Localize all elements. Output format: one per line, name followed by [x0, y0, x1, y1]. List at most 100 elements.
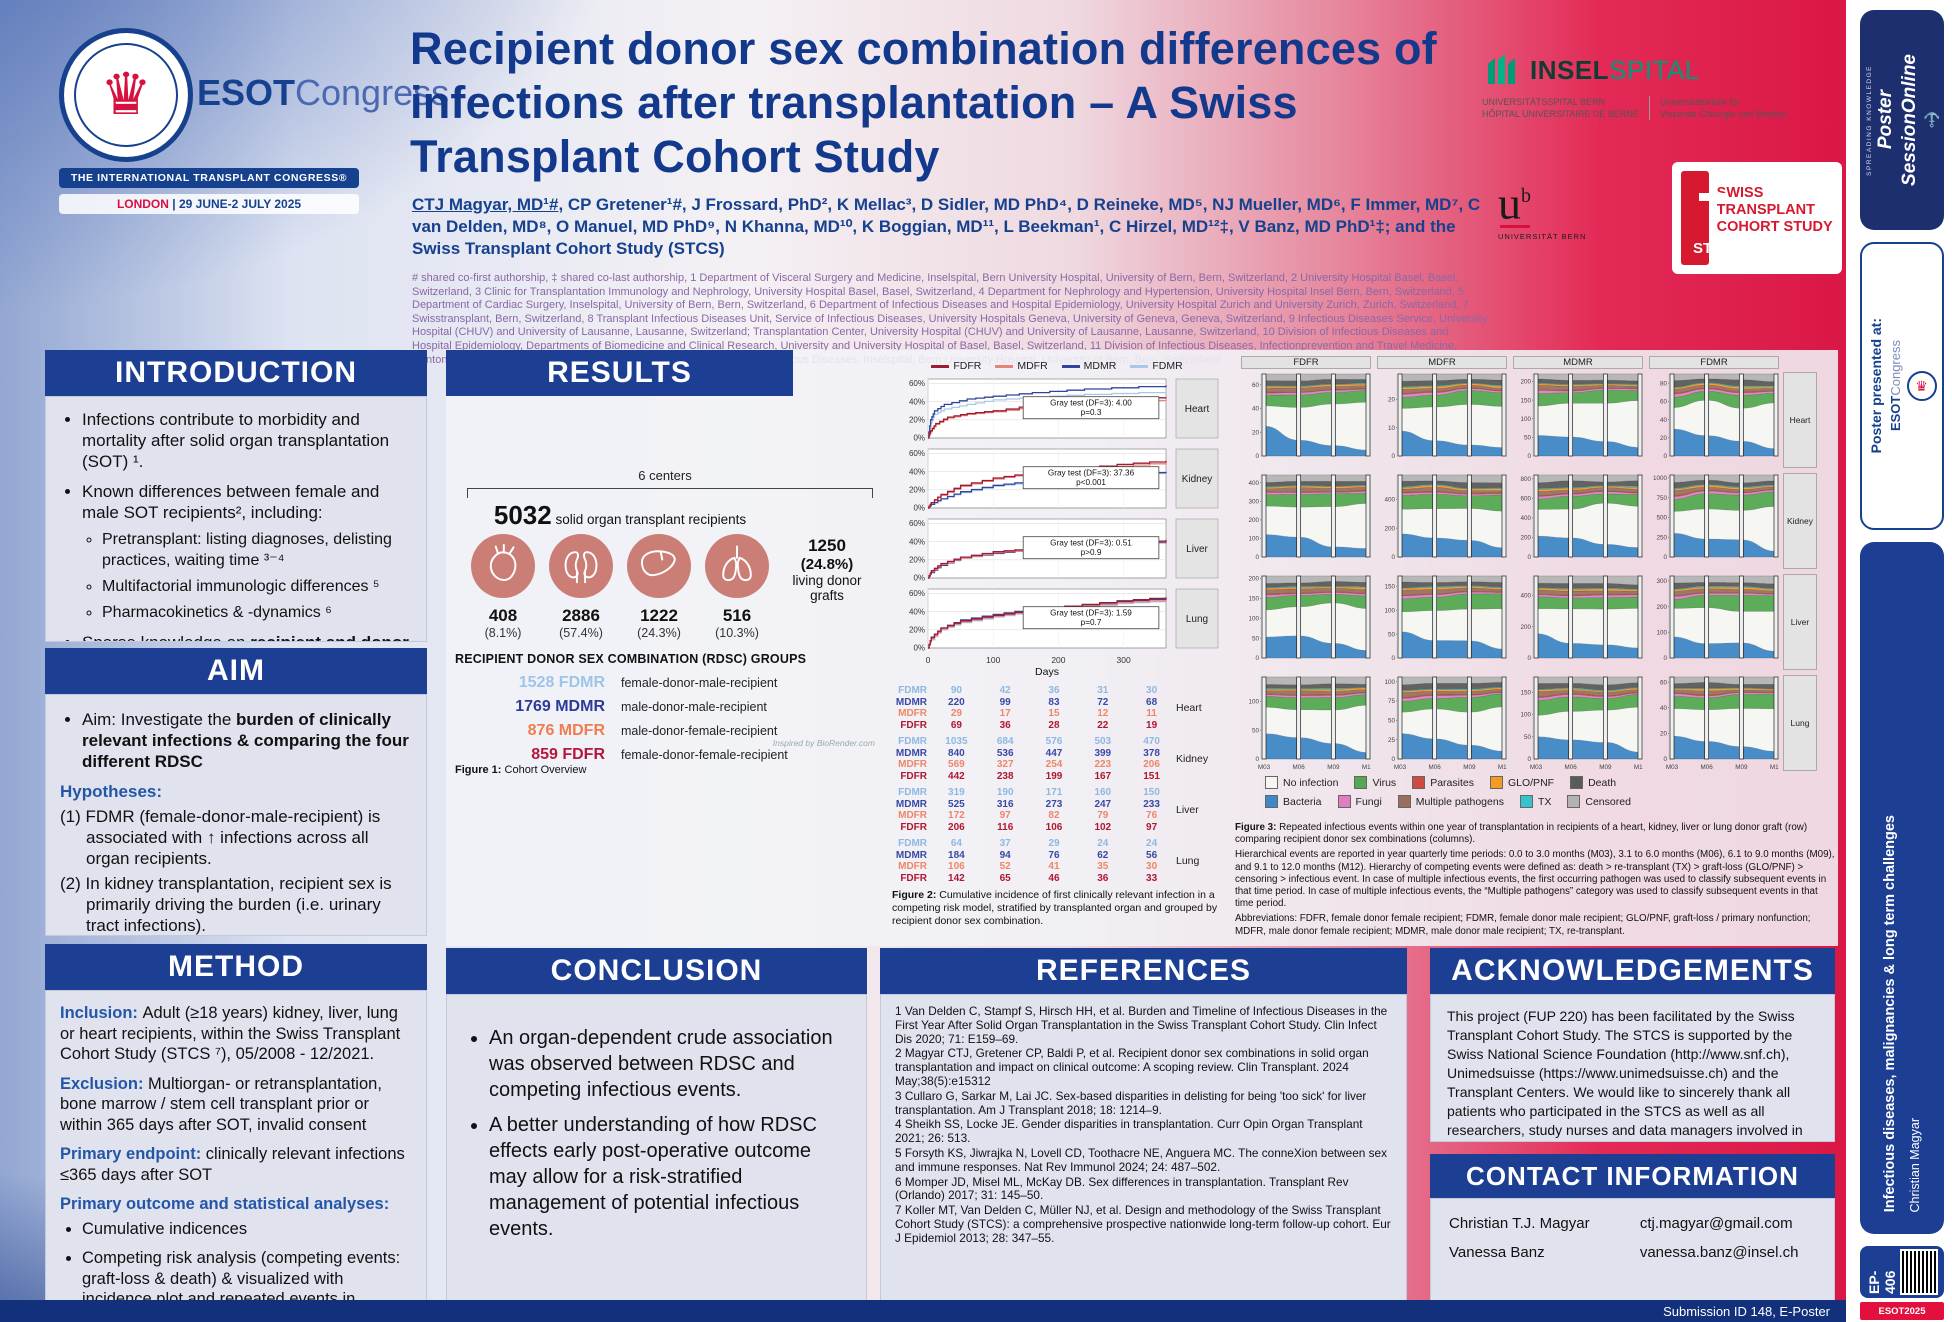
poster-presented-at-badge: Poster presented at: ESOTCongress ♛ — [1860, 242, 1944, 530]
svg-text:750: 750 — [1656, 495, 1667, 502]
svg-text:0: 0 — [1391, 453, 1395, 460]
svg-text:500: 500 — [1656, 515, 1667, 522]
centers-bracket — [467, 488, 873, 498]
svg-text:0%: 0% — [913, 504, 925, 513]
fig3-panel-liver-FDFR: 50 100 150 200 0 — [1248, 576, 1371, 662]
centers-label: 6 centers — [638, 468, 692, 483]
right-sidebar: SPREADING KNOWLEDGE Poster SessionOnline… — [1846, 0, 1952, 1322]
svg-text:0: 0 — [1391, 554, 1395, 561]
submission-id: Submission ID 148, E-Poster — [1663, 1303, 1830, 1319]
liver-count: 1222 (24.3%) — [637, 606, 681, 640]
legend-item-FDFR: FDFR — [931, 360, 981, 372]
fig3-legend-parasites: Parasites — [1412, 776, 1474, 789]
introduction-header: INTRODUCTION — [45, 350, 427, 396]
analysis-bullet: Competing risk analysis (competing event… — [82, 1248, 412, 1301]
contact-row: Christian T.J. Magyar ctj.magyar@gmail.co… — [1449, 1215, 1816, 1232]
fig2-panel-lung: 0% 20% 40% 60% Gray test (DF=3): 1.59p=0.7 Lu… — [909, 588, 1219, 653]
conclusion-bullet: A better understanding of how RDSC effec… — [489, 1112, 846, 1242]
barcode — [1900, 1249, 1938, 1295]
fig3-panel-heart-MDFR: 10 20 0 — [1388, 373, 1507, 460]
fig2-line-FDFR — [928, 597, 1167, 649]
swiss-cross-icon: STCS — [1681, 171, 1733, 265]
fig3-legend-fungi: Fungi — [1337, 795, 1382, 808]
references-body: 1 Van Delden C, Stampf S, Hirsch HH, et … — [880, 994, 1407, 1302]
svg-text:p=0.3: p=0.3 — [1081, 408, 1102, 417]
figure2-legend: FDFR MDFR MDMR FDMR — [892, 358, 1222, 374]
session-track: Infectious diseases, malignancies & long… — [1882, 814, 1898, 1212]
stcs-abbr: STCS — [1692, 240, 1733, 257]
method-items: Inclusion: Adult (≥18 years) kidney, liv… — [60, 1003, 412, 1185]
svg-text:p>0.9: p>0.9 — [1081, 548, 1102, 557]
svg-text:200: 200 — [1520, 379, 1531, 386]
svg-text:20: 20 — [1660, 731, 1668, 738]
method-header: METHOD — [45, 944, 427, 990]
esot-congress-location: LONDON | 29 JUNE-2 JULY 2025 — [59, 194, 359, 214]
svg-text:40%: 40% — [909, 467, 925, 476]
fig2-x-axis: 0 100 200 300 Days — [926, 655, 1131, 678]
fig3-row-label-kidney: Kidney — [1783, 473, 1817, 569]
fig3-legend-virus: Virus — [1354, 776, 1396, 789]
introduction-body: Infections contribute to morbidity and m… — [45, 396, 427, 642]
svg-text:0: 0 — [1663, 655, 1667, 662]
reference-item: 3 Cullaro G, Sarkar M, Lai JC. Sex-based… — [895, 1088, 1367, 1117]
figure2-caption: Figure 2: Cumulative incidence of first … — [892, 889, 1218, 927]
svg-text:0: 0 — [1255, 554, 1259, 561]
fig3-panel-kidney-MDMR: 200 400 600 800 0 — [1520, 474, 1643, 561]
svg-text:M09: M09 — [1463, 764, 1476, 771]
reference-item: 1 Van Delden C, Stampf S, Hirsch HH, et … — [895, 1004, 1388, 1046]
svg-text:100: 100 — [1384, 679, 1395, 686]
fig3-legend-multiple-pathogens: Multiple pathogens — [1397, 795, 1504, 808]
fig2-line-FDMR — [928, 391, 1167, 439]
rdsc-group-row: 1769 MDMR male-donor-male-recipient — [515, 698, 767, 715]
svg-text:200: 200 — [1384, 525, 1395, 532]
figure2-xaxis: 0 100 200 300 Days — [892, 654, 1222, 683]
kidney-count: 2886 (57.4%) — [559, 606, 603, 640]
svg-text:Gray test (DF=3): 4.00: Gray test (DF=3): 4.00 — [1050, 399, 1132, 408]
svg-text:60: 60 — [1660, 679, 1668, 686]
reference-item: 7 Koller MT, Van Delden C, Müller NJ, et… — [895, 1203, 1391, 1245]
svg-text:M06: M06 — [1701, 764, 1714, 771]
stcs-logo: STCS SWISS TRANSPLANT COHORT STUDY — [1672, 162, 1842, 274]
svg-text:0: 0 — [1391, 756, 1395, 763]
fig3-row-label-lung: Lung — [1783, 675, 1817, 771]
at-risk-block-heart: FDMR MDMR MDFR FDFR 90 42 36 31 30 220 99 83 72 68 29 1… — [895, 685, 1202, 731]
legend-item-FDMR: FDMR — [1130, 360, 1183, 372]
method-analyses-list: Cumulative indicences Competing risk anal… — [60, 1219, 412, 1302]
living-donor-note: 1250 (24.8%) living donor grafts — [773, 536, 881, 603]
aim-header: AIM — [45, 648, 427, 694]
crown-icon: ♛ — [100, 62, 152, 127]
heart-count: 408 (8.1%) — [484, 606, 522, 640]
svg-text:0%: 0% — [913, 644, 925, 653]
svg-text:20: 20 — [1388, 397, 1396, 404]
svg-text:100: 100 — [1520, 416, 1531, 423]
insel-bold: INSEL — [1530, 54, 1610, 85]
svg-text:100: 100 — [1384, 608, 1395, 615]
poster-session-line2: SessionOnline — [1898, 54, 1920, 186]
poster-session-line1: Poster — [1874, 90, 1896, 150]
svg-text:Gray test (DF=3): 1.59: Gray test (DF=3): 1.59 — [1050, 609, 1132, 618]
method-body: Inclusion: Adult (≥18 years) kidney, liv… — [45, 990, 427, 1302]
fig3-panel-liver-MDMR: 200 400 0 — [1520, 575, 1643, 662]
university-bern-logo: ub UNIVERSITÄT BERN — [1498, 176, 1618, 276]
svg-text:M03: M03 — [1394, 764, 1407, 771]
fig3-legend-glo-pnf: GLO/PNF — [1489, 776, 1554, 789]
esot-logo-circle: ♛ — [59, 28, 193, 162]
acknowledgements-body: This project (FUP 220) has been facilita… — [1430, 994, 1835, 1142]
svg-text:0: 0 — [1527, 554, 1531, 561]
svg-text:400: 400 — [1248, 480, 1259, 487]
svg-text:60%: 60% — [909, 449, 925, 458]
conclusion-header: CONCLUSION — [446, 948, 867, 994]
presented-at-label: Poster presented at: — [1867, 318, 1884, 454]
svg-text:40%: 40% — [909, 397, 925, 406]
fig3-legend-death: Death — [1570, 776, 1616, 789]
presenter-name: Christian Magyar — [1908, 1117, 1922, 1212]
living-donor-label2: grafts — [810, 588, 844, 603]
svg-text:250: 250 — [1656, 534, 1667, 541]
svg-text:Gray test (DF=3): 37.36: Gray test (DF=3): 37.36 — [1048, 469, 1135, 478]
method-item: Primary endpoint: clinically relevant in… — [60, 1145, 405, 1184]
living-donor-count: 1250 — [808, 536, 846, 555]
fig3-legend-censored: Censored — [1567, 795, 1631, 808]
rdsc-groups: 1528 FDMR female-donor-male-recipient 1769… — [455, 674, 885, 770]
svg-text:200: 200 — [1051, 655, 1065, 665]
